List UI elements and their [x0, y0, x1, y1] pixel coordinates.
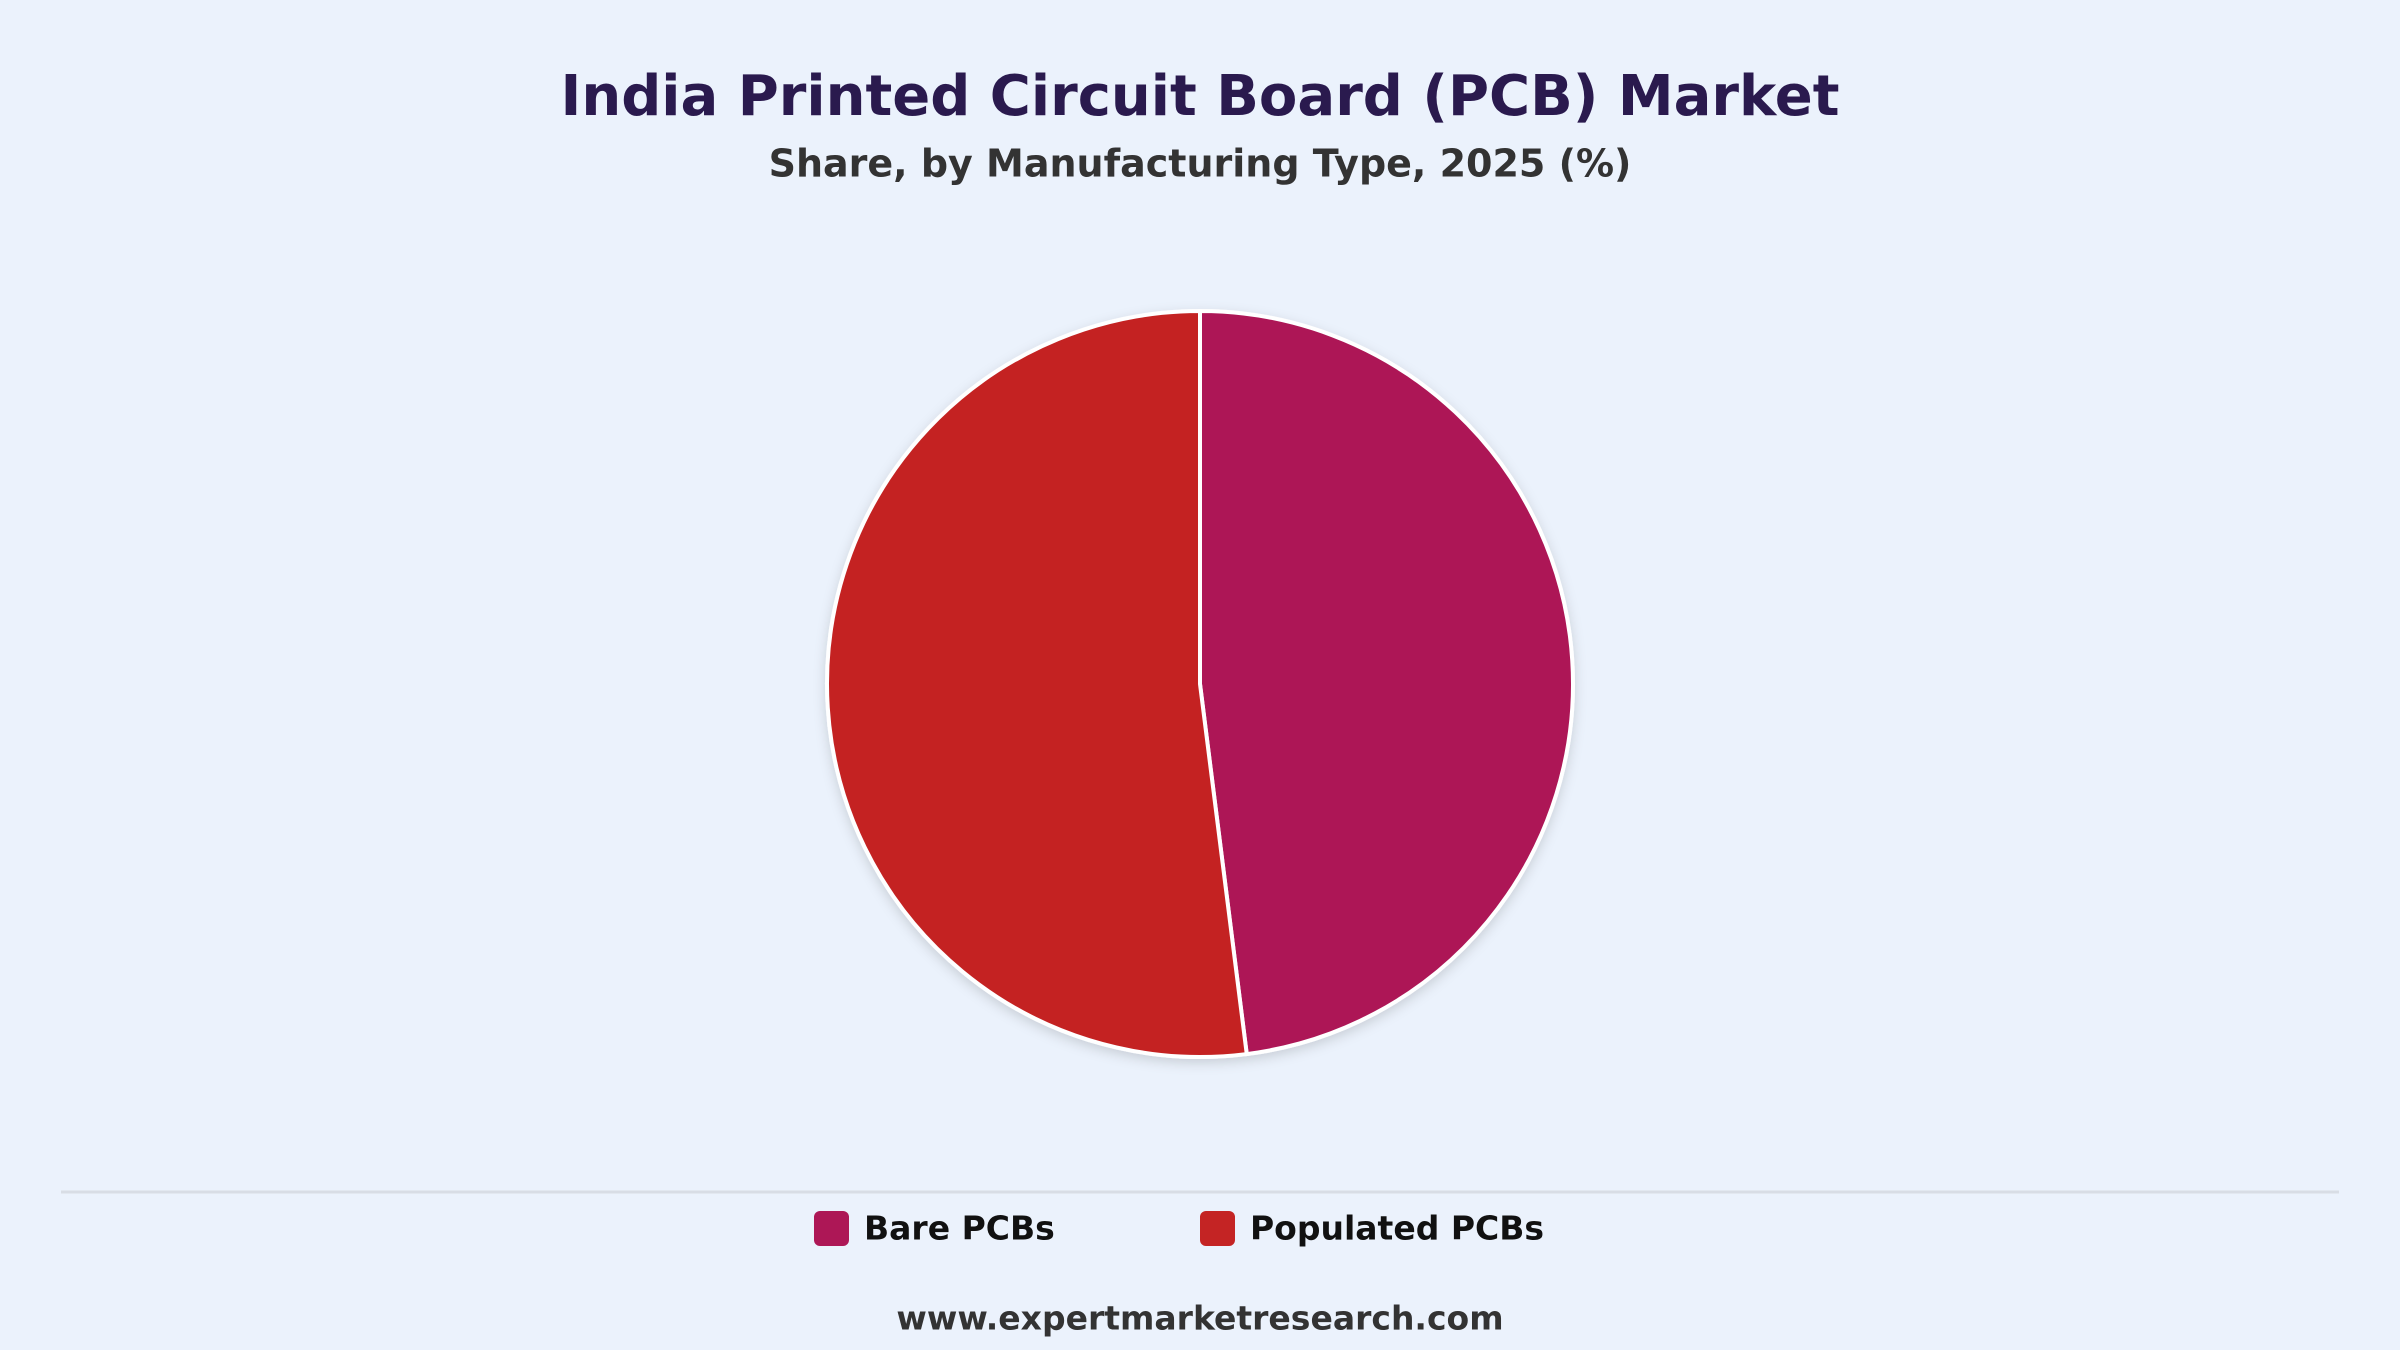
legend-label: Populated PCBs	[1250, 1209, 1544, 1248]
legend-label: Bare PCBs	[864, 1209, 1055, 1248]
pie	[825, 308, 1575, 1059]
pie-slice	[1198, 308, 1575, 1057]
legend: Bare PCBs Populated PCBs	[814, 1209, 1544, 1248]
legend-swatch	[814, 1211, 849, 1246]
legend-swatch	[1200, 1211, 1235, 1246]
pie-slice	[825, 308, 1249, 1059]
source: www.expertmarketresearch.com	[896, 1299, 1503, 1338]
chart-title: India Printed Circuit Board (PCB) Market	[560, 64, 1839, 129]
chart-subtitle: Share, by Manufacturing Type, 2025 (%)	[769, 142, 1632, 186]
